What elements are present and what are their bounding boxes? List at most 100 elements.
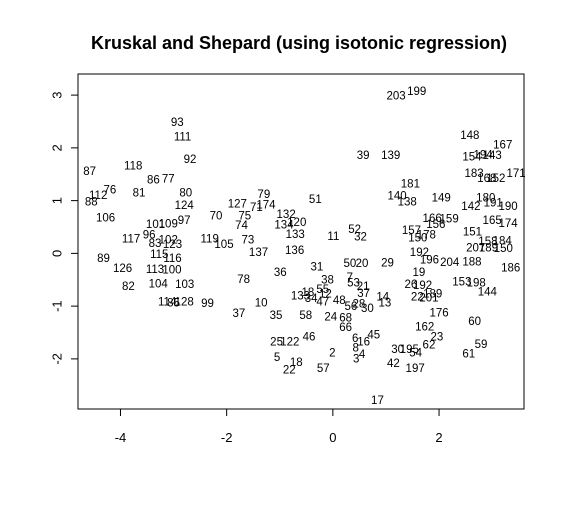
point-label: 31	[311, 262, 324, 274]
point-label: 48	[333, 295, 346, 307]
point-label: 29	[381, 257, 394, 269]
point-label: 189	[479, 243, 498, 255]
point-label: 156	[426, 219, 445, 231]
point-label: 58	[299, 310, 312, 322]
y-tick-label: 3	[49, 91, 64, 98]
y-axis: -2 -1 0 1 2 3	[49, 91, 79, 365]
point-label: 82	[122, 281, 135, 293]
point-label: 112	[89, 190, 107, 202]
point-label: 176	[429, 307, 448, 319]
point-label: 57	[317, 363, 330, 375]
point-label: 68	[339, 313, 352, 325]
point-label: 78	[237, 274, 250, 286]
point-label: 127	[228, 198, 247, 210]
point-label: 101	[146, 219, 165, 231]
point-label: 71	[250, 202, 263, 214]
point-label: 36	[274, 267, 287, 279]
point-label: 118	[124, 160, 142, 172]
point-label: 186	[501, 263, 520, 275]
point-label: 13	[378, 297, 391, 309]
point-label: 114	[158, 296, 177, 308]
point-label: 111	[174, 131, 191, 143]
point-label: 21	[357, 281, 370, 293]
point-label: 184	[493, 236, 513, 248]
x-tick-label: -2	[221, 430, 233, 445]
point-label: 18	[290, 357, 303, 369]
point-label: 201	[419, 293, 438, 305]
point-label: 50	[343, 258, 356, 270]
point-label: 85	[167, 297, 180, 309]
point-label: 37	[357, 288, 370, 300]
point-label: 195	[400, 344, 419, 356]
point-label: 136	[285, 245, 304, 257]
point-label: 30	[361, 303, 374, 315]
point-label: 105	[214, 239, 233, 251]
point-label: 106	[96, 212, 115, 224]
point-label: 39	[357, 150, 370, 162]
point-label: 22	[411, 292, 424, 304]
point-label: 204	[440, 257, 460, 269]
point-label: 174	[498, 218, 518, 230]
point-label: 59	[475, 339, 488, 351]
point-label: 157	[402, 225, 421, 237]
y-tick-label: 2	[49, 144, 64, 151]
point-label: 143	[483, 150, 502, 162]
point-label: 192	[410, 247, 429, 259]
point-label: 6	[352, 333, 358, 345]
point-label: 192	[413, 280, 432, 292]
point-label: 77	[162, 173, 175, 185]
point-label: 180	[476, 192, 495, 204]
point-label: 117	[122, 234, 140, 246]
point-label: 165	[483, 215, 502, 227]
point-label: 183	[464, 168, 483, 180]
point-label: 62	[423, 340, 436, 352]
point-label: 124	[175, 200, 195, 212]
point-label: 120	[287, 217, 306, 229]
point-label: 32	[354, 231, 367, 243]
point-label: 151	[463, 227, 482, 239]
point-label: 154	[462, 151, 482, 163]
point-label: 87	[83, 166, 96, 178]
point-label: 122	[280, 336, 299, 348]
point-label: 197	[406, 363, 425, 375]
point-label: 14	[376, 292, 389, 304]
point-label: 126	[113, 263, 132, 275]
point-label: 153	[452, 276, 471, 288]
point-label: 150	[494, 243, 513, 255]
point-label: 99	[201, 298, 214, 310]
point-label: 8	[352, 342, 358, 354]
point-label: 16	[357, 336, 370, 348]
point-label: 113	[146, 264, 164, 276]
point-label: 66	[339, 322, 352, 334]
point-label: 22	[283, 364, 296, 376]
point-label: 7	[347, 272, 353, 284]
point-label: 3	[353, 353, 359, 365]
point-label: 138	[398, 197, 417, 209]
point-label: 102	[159, 235, 178, 247]
point-label: 104	[149, 278, 169, 290]
point-label: 207	[466, 243, 485, 255]
point-label: 149	[432, 192, 451, 204]
point-label: 28	[352, 298, 365, 310]
point-label: 75	[238, 210, 251, 222]
point-label: 60	[468, 316, 481, 328]
point-label: 168	[477, 173, 496, 185]
point-label: 103	[175, 279, 194, 291]
point-label: 24	[324, 312, 337, 324]
x-tick-label: 0	[329, 430, 336, 445]
y-tick-label: -2	[49, 353, 64, 365]
point-label: 4	[359, 349, 366, 361]
point-label: 123	[163, 239, 182, 251]
point-label: 189	[423, 288, 442, 300]
point-label: 79	[257, 189, 270, 201]
point-label: 134	[274, 219, 294, 231]
point-label: 52	[348, 224, 361, 236]
point-label: 10	[255, 297, 268, 309]
point-label: 159	[440, 214, 459, 226]
point-label: 166	[423, 213, 442, 225]
point-label: 109	[159, 218, 178, 230]
point-label: 83	[149, 238, 162, 250]
point-label: 11	[327, 231, 339, 243]
